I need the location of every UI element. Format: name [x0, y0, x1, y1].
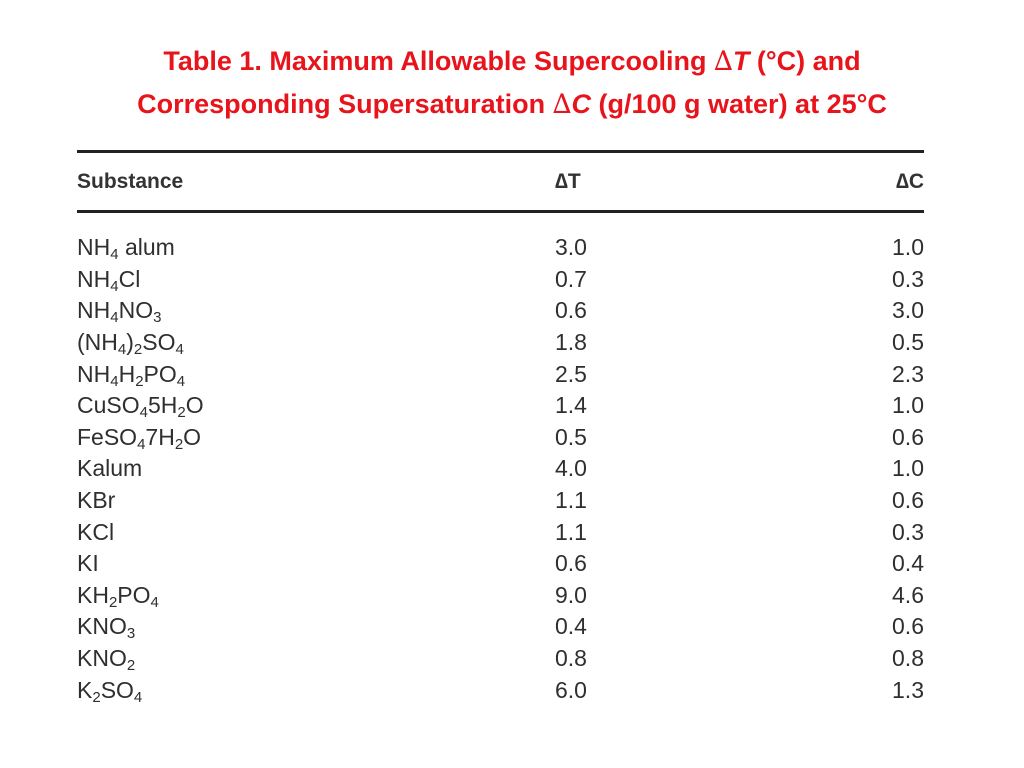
- cell-delta-t: 0.4: [555, 613, 587, 640]
- cell-substance: Kalum: [77, 455, 143, 482]
- header-substance: Substance: [77, 169, 184, 193]
- cell-substance: NH4 alum: [77, 234, 175, 264]
- table-row: NH4NO3 0.6 3.0: [77, 295, 924, 327]
- cell-substance: NH4Cl: [77, 265, 141, 295]
- cell-substance: NH4H2PO4: [77, 360, 186, 390]
- cell-substance: (NH4)2SO4: [77, 329, 184, 359]
- cell-delta-c: 0.6: [892, 423, 924, 450]
- table-row: KCl 1.1 0.3: [77, 516, 924, 548]
- cell-delta-c: 0.8: [892, 645, 924, 672]
- table-row: (NH4)2SO4 1.8 0.5: [77, 327, 924, 359]
- cell-delta-t: 0.5: [555, 423, 587, 450]
- table-row: FeSO47H2O 0.5 0.6: [77, 422, 924, 454]
- cell-delta-t: 4.0: [555, 455, 587, 482]
- cell-delta-c: 1.3: [892, 676, 924, 703]
- table-header: Substance ∆T ∆C: [77, 153, 924, 210]
- table-row: NH4 alum 3.0 1.0: [77, 232, 924, 264]
- cell-delta-c: 2.3: [892, 360, 924, 387]
- cell-delta-t: 1.1: [555, 518, 587, 545]
- header-delta-t: ∆T: [555, 169, 581, 193]
- delta-symbol: ∆: [713, 46, 733, 77]
- cell-delta-c: 0.3: [892, 518, 924, 545]
- table-row: KNO3 0.4 0.6: [77, 611, 924, 643]
- cell-substance: KCl: [77, 518, 115, 545]
- cell-substance: NH4NO3: [77, 297, 162, 327]
- cell-substance: KNO2: [77, 645, 136, 675]
- table-row: KBr 1.1 0.6: [77, 485, 924, 517]
- cell-delta-t: 1.1: [555, 487, 587, 514]
- cell-delta-t: 1.4: [555, 392, 587, 419]
- cell-substance: KNO3: [77, 613, 136, 643]
- cell-delta-c: 0.3: [892, 265, 924, 292]
- table-top-rule: [77, 150, 924, 153]
- title-line-1: Table 1. Maximum Allowable Supercooling …: [163, 46, 861, 77]
- cell-delta-c: 3.0: [892, 297, 924, 324]
- delta-symbol: ∆: [552, 89, 572, 120]
- table-row: CuSO45H2O 1.4 1.0: [77, 390, 924, 422]
- cell-delta-c: 0.6: [892, 487, 924, 514]
- cell-substance: K2SO4: [77, 676, 143, 706]
- cell-delta-c: 0.5: [892, 329, 924, 356]
- cell-delta-t: 3.0: [555, 234, 587, 261]
- table-row: NH4Cl 0.7 0.3: [77, 264, 924, 296]
- table-header-rule: [77, 210, 924, 213]
- table-body: NH4 alum 3.0 1.0 NH4Cl 0.7 0.3 NH4NO3 0.6 3.0 (NH…: [77, 213, 924, 706]
- data-table: Substance ∆T ∆C NH4 alum 3.0 1.0 NH4Cl 0.7 0.…: [77, 150, 924, 706]
- table-row: K2SO4 6.0 1.3: [77, 674, 924, 706]
- cell-delta-t: 9.0: [555, 581, 587, 608]
- table-row: KNO2 0.8 0.8: [77, 643, 924, 675]
- cell-delta-t: 6.0: [555, 676, 587, 703]
- table-row: KI 0.6 0.4: [77, 548, 924, 580]
- table-row: KH2PO4 9.0 4.6: [77, 580, 924, 612]
- cell-delta-t: 0.7: [555, 265, 587, 292]
- cell-delta-c: 0.6: [892, 613, 924, 640]
- cell-delta-t: 0.6: [555, 550, 587, 577]
- cell-substance: KI: [77, 550, 99, 577]
- cell-delta-c: 4.6: [892, 581, 924, 608]
- cell-delta-c: 0.4: [892, 550, 924, 577]
- cell-delta-t: 0.8: [555, 645, 587, 672]
- cell-delta-t: 0.6: [555, 297, 587, 324]
- cell-delta-c: 1.0: [892, 392, 924, 419]
- cell-delta-c: 1.0: [892, 455, 924, 482]
- table-title: Table 1. Maximum Allowable Supercooling …: [0, 40, 1024, 126]
- cell-substance: CuSO45H2O: [77, 392, 204, 422]
- cell-delta-c: 1.0: [892, 234, 924, 261]
- cell-substance: FeSO47H2O: [77, 423, 202, 453]
- cell-substance: KH2PO4: [77, 581, 159, 611]
- header-delta-c: ∆C: [895, 169, 924, 193]
- table-row: Kalum 4.0 1.0: [77, 453, 924, 485]
- cell-delta-t: 2.5: [555, 360, 587, 387]
- cell-substance: KBr: [77, 487, 116, 514]
- cell-delta-t: 1.8: [555, 329, 587, 356]
- table-row: NH4H2PO4 2.5 2.3: [77, 358, 924, 390]
- title-line-2: Corresponding Supersaturation ∆C (g/100 …: [137, 89, 887, 120]
